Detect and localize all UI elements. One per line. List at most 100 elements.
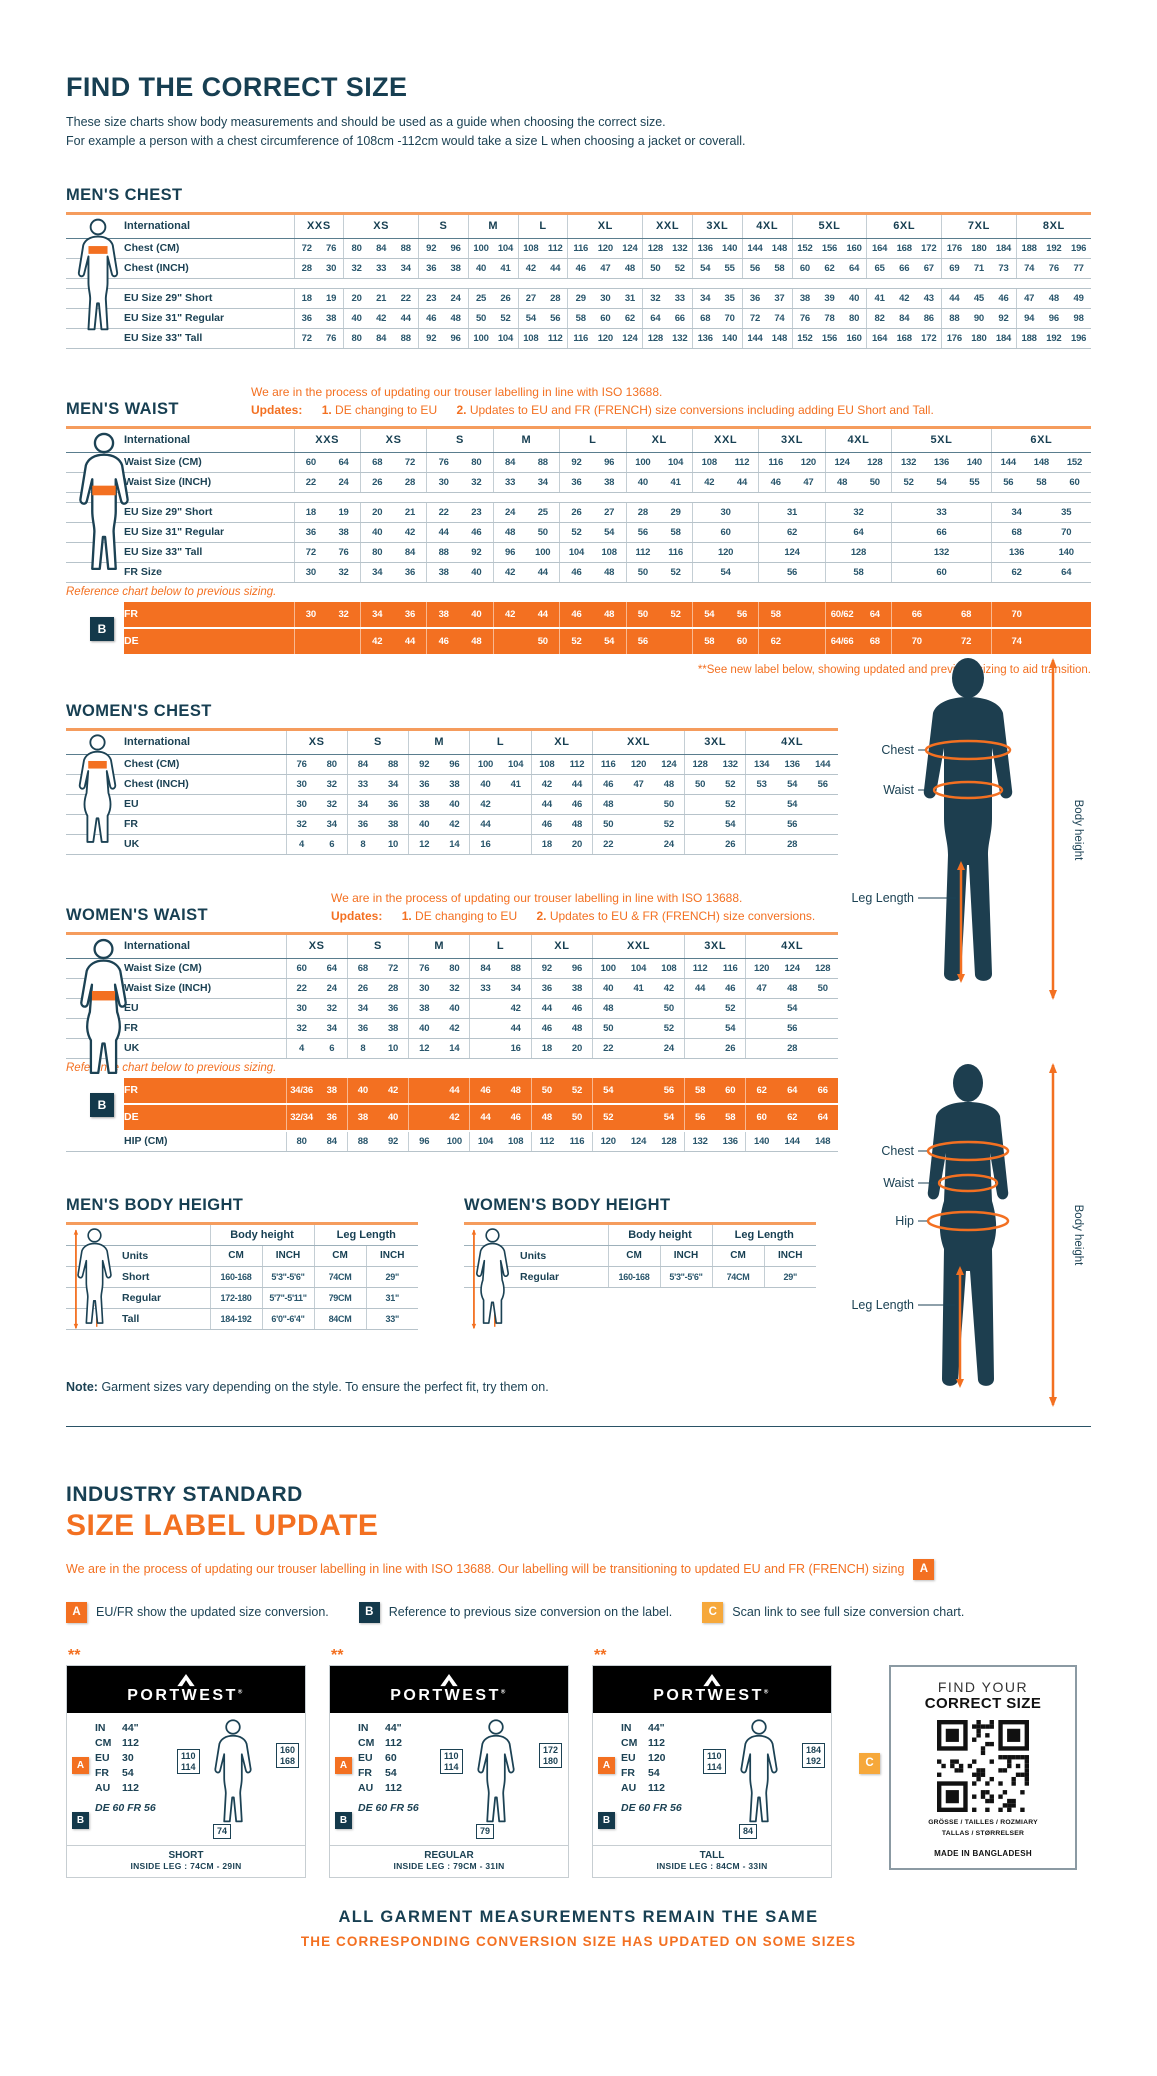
size-value: 46 xyxy=(575,262,586,274)
size-system: EU xyxy=(358,1752,373,1765)
size-value: 72 xyxy=(301,242,312,254)
size-value: 46 xyxy=(725,982,736,994)
row-label: FR xyxy=(124,1018,286,1039)
table-row: B FR 34/36 38 40 42 44 46 48 50 52 54 56 58 60 62 64 66 xyxy=(66,1077,838,1117)
size-value: 33" xyxy=(365,1308,418,1330)
size-value: 50 xyxy=(817,982,828,994)
size-value: 46 xyxy=(471,526,482,538)
ref-badge-b: B xyxy=(90,1092,114,1117)
size-value: 62 xyxy=(787,1111,798,1123)
size-cell: 36 38 xyxy=(530,978,593,999)
size-value: 108 xyxy=(661,962,677,974)
size-cell: 76 80 xyxy=(408,958,470,979)
mens-waist-section: MEN'S WAIST We are in the process of upd… xyxy=(66,383,1091,676)
update-2-num: 2. xyxy=(536,908,547,923)
size-value: 55 xyxy=(969,476,980,488)
industry-standard-heading: INDUSTRY STANDARD xyxy=(66,1482,303,1506)
unit-header: CM xyxy=(607,1245,660,1267)
icon-column-cell xyxy=(66,308,124,329)
size-value: 27 xyxy=(604,506,615,518)
size-value: 18 xyxy=(541,1042,552,1054)
size-value: 96 xyxy=(571,962,583,974)
size-cell: 104 108 xyxy=(559,542,627,563)
size-value: 44 xyxy=(404,635,416,647)
size-cell: 188 192 196 xyxy=(1015,328,1091,349)
size-cell: 70 xyxy=(990,601,1091,629)
row-label: FR xyxy=(124,814,286,835)
size-value: 5'3"-5'6" xyxy=(659,1266,712,1288)
size-value: 31 xyxy=(786,506,798,518)
size-cell: 46 48 xyxy=(530,814,593,835)
size-value: 74 xyxy=(1011,635,1022,647)
size-value: 28 xyxy=(387,982,399,994)
size-column-header: 3XL xyxy=(692,213,743,239)
size-cell: 50 xyxy=(492,627,560,656)
size-cell: 50 52 xyxy=(642,258,693,279)
size-value xyxy=(807,839,838,850)
table-header-row: International XXS XS S M L XL XXL 3XL 4XL 5XL 6XL xyxy=(66,427,1091,453)
size-value: 192 xyxy=(1046,242,1062,254)
icon-column-cell xyxy=(66,522,124,543)
size-row: EU 120 xyxy=(621,1751,682,1766)
size-value xyxy=(623,1085,653,1096)
icon-column-cell xyxy=(66,958,124,979)
womens-chest-section: WOMEN'S CHEST International XS S M L XL XXL 3XL… xyxy=(66,702,838,855)
size-value: 46 xyxy=(603,778,614,790)
size-value: 144 xyxy=(1000,456,1016,468)
table-row: DE 42 44 46 48 50 52 54 56 58 60 62 64/66 68 70 72 7… xyxy=(66,627,1091,656)
row-label: Tall xyxy=(122,1308,210,1330)
size-value: 41 xyxy=(510,778,521,790)
size-cell: 36 38 xyxy=(346,814,409,835)
size-value: 184 xyxy=(995,242,1012,254)
icon-column-cell xyxy=(464,1266,520,1288)
size-value: 188 xyxy=(1021,242,1037,254)
fit-name: REGULAR xyxy=(424,1849,474,1861)
size-value: 112 xyxy=(569,758,585,770)
correct-size: CORRECT SIZE xyxy=(924,1694,1042,1712)
size-value xyxy=(685,799,715,810)
size-value: 64 xyxy=(848,262,860,274)
size-cell: 34 36 xyxy=(346,998,409,1019)
size-value: 50 xyxy=(603,818,614,830)
waist-label: Waist xyxy=(883,783,914,797)
row-label: Waist Size (CM) xyxy=(124,958,286,979)
size-value: 32 xyxy=(853,506,864,518)
size-value: 8 xyxy=(360,1042,366,1054)
body-height-label: Body height xyxy=(1072,1205,1084,1267)
size-cell: 54 55 xyxy=(692,258,743,279)
size-value: 36 xyxy=(357,1022,368,1034)
size-cell: 30 xyxy=(691,502,759,523)
size-value: 132 xyxy=(692,1135,708,1147)
size-value: 45 xyxy=(973,292,985,304)
mens-chest-heading: MEN'S CHEST xyxy=(66,185,183,204)
badge-b: B xyxy=(358,1601,380,1623)
size-value: 92 xyxy=(541,962,552,974)
size-value: 56 xyxy=(695,1111,706,1123)
icon-column-cell xyxy=(66,1223,122,1246)
womens-chest-table: International XS S M L XL XXL 3XL 4XL Chest (CM) 7… xyxy=(66,727,838,855)
size-value: 32/34 xyxy=(290,1111,313,1123)
size-value: 60 xyxy=(600,312,611,324)
row-label: DE xyxy=(124,627,294,656)
size-cell: 36 38 xyxy=(559,472,627,493)
size-value: 72 xyxy=(305,546,316,558)
size-cell: 26 28 xyxy=(359,472,427,493)
size-cell: 18 20 xyxy=(530,834,593,855)
size-value: 44 xyxy=(480,818,491,830)
size-value: 8 xyxy=(360,838,366,850)
size-value: 42 xyxy=(376,312,387,324)
size-value: 44 xyxy=(541,1002,552,1014)
size-value: 52 xyxy=(670,566,681,578)
size-cell: 32 34 xyxy=(285,814,348,835)
size-value: 50 xyxy=(869,476,880,488)
size-value xyxy=(746,839,777,850)
size-row: IN 44" xyxy=(621,1721,682,1736)
size-value: 58 xyxy=(725,1111,736,1123)
table-row: FR 32 34 36 38 40 42 44 46 48 50 52 54 56 xyxy=(66,1018,838,1039)
portwest-logo-icon xyxy=(440,1674,458,1687)
size-column-header: XS xyxy=(285,729,348,755)
row-label: Chest (INCH) xyxy=(124,258,294,279)
size-value: 80 xyxy=(372,546,383,558)
size-value: 25 xyxy=(475,292,487,304)
size-cell: 134 136 144 xyxy=(745,754,838,775)
